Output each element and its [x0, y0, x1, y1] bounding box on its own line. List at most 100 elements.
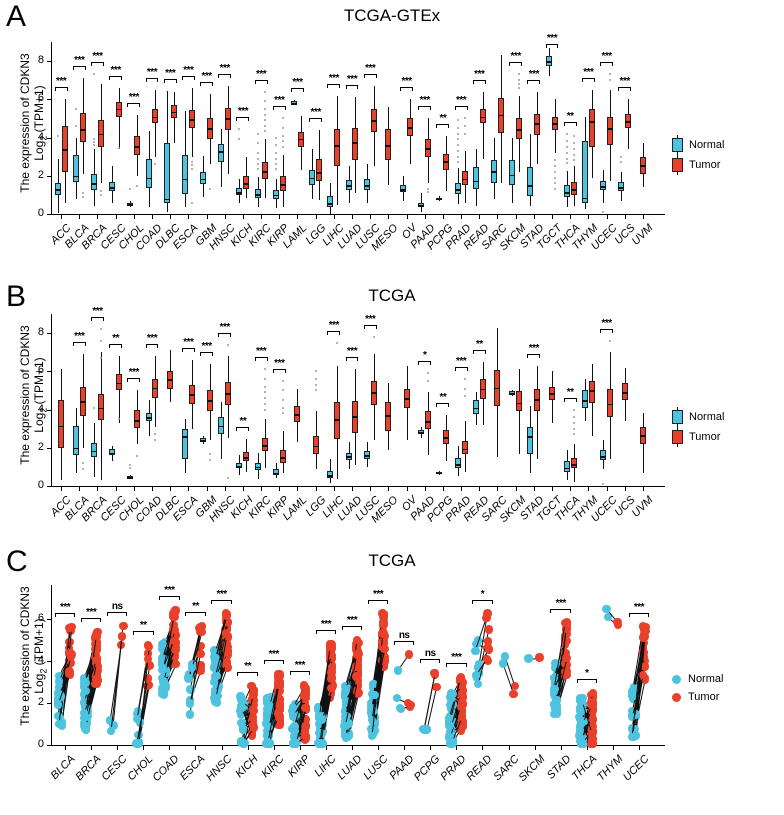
outlier-point — [263, 129, 266, 132]
significance-label: *** — [583, 66, 594, 78]
box-chol-tumor — [134, 135, 141, 155]
tumor-point — [458, 681, 467, 690]
tumor-point — [379, 656, 388, 665]
normal-point — [344, 684, 353, 693]
outlier-point — [281, 389, 284, 392]
panel-c-plot-area: 0 2 4 6 BLCA BRCA CESC CHOL COAD ESCA HNSC KICH KIRC… — [38, 585, 665, 784]
significance-bracket — [327, 83, 341, 88]
panel-b: B TCGA The expression of CDKN3 Log2 (TPM… — [0, 280, 784, 545]
x-axis-tick — [115, 214, 117, 219]
x-axis-tick — [482, 745, 484, 750]
median-line — [79, 400, 86, 403]
box-cesc-tumor — [116, 374, 123, 391]
x-axis-tick — [515, 486, 517, 491]
median-line — [345, 456, 352, 458]
outlier-point — [427, 379, 430, 382]
normal-point — [240, 739, 249, 748]
tumor-point — [562, 653, 571, 663]
significance-bracket — [527, 79, 541, 84]
median-line — [454, 464, 461, 466]
median-line — [291, 103, 297, 105]
outlier-point — [190, 202, 193, 205]
normal-point — [81, 687, 91, 696]
significance-bracket — [218, 73, 232, 78]
tumor-point — [274, 709, 283, 718]
x-axis-tick — [533, 214, 535, 219]
box-kirc-normal — [254, 463, 261, 470]
box-skcm-normal — [509, 159, 516, 186]
tumor-point — [588, 730, 597, 739]
outlier-point — [314, 389, 317, 392]
significance-label: *** — [216, 588, 227, 600]
y-axis-tick — [47, 333, 52, 335]
outlier-point — [190, 161, 193, 164]
y-axis-tick — [47, 618, 52, 620]
outlier-point — [129, 466, 132, 469]
x-axis-tick — [143, 745, 145, 750]
tumor-point — [378, 620, 388, 629]
significance-label: *** — [601, 51, 612, 63]
outlier-point — [256, 132, 259, 135]
significance-label: ns — [424, 647, 436, 659]
tumor-point — [587, 700, 597, 709]
box-pcpg-tumor — [443, 429, 450, 444]
tumor-point — [64, 669, 74, 679]
box-thym-normal — [581, 390, 588, 408]
significance-label: *** — [164, 585, 175, 597]
outlier-point — [99, 193, 102, 196]
whisker — [482, 91, 484, 159]
significance-bracket — [581, 77, 595, 82]
median-line — [261, 444, 268, 447]
significance-bracket — [309, 117, 323, 122]
panel-a-title: TCGA-GTEx — [343, 6, 441, 25]
outlier-point — [263, 385, 266, 388]
significance-bracket — [181, 75, 195, 80]
box-hnsc-normal — [218, 144, 225, 163]
normal-point — [186, 685, 195, 694]
tumor-point — [380, 645, 389, 654]
x-axis-tick — [552, 214, 553, 219]
median-line — [170, 111, 177, 114]
significance-label: *** — [346, 346, 358, 358]
significance-label: ** — [475, 338, 483, 350]
median-line — [363, 185, 370, 187]
outlier-point — [602, 211, 605, 214]
median-line — [491, 171, 497, 173]
x-axis-tick — [624, 214, 626, 219]
outlier-point — [572, 153, 575, 156]
significance-bracket — [550, 608, 571, 613]
normal-point — [552, 695, 561, 705]
normal-point — [549, 684, 559, 694]
x-axis-line — [51, 745, 665, 746]
median-line — [570, 189, 577, 191]
significance-label: ** — [566, 386, 574, 398]
y-axis-tick-label: 2 — [37, 168, 44, 181]
outlier-point — [572, 416, 575, 419]
median-line — [494, 387, 501, 390]
significance-bracket — [345, 357, 359, 362]
outlier-point — [463, 132, 466, 135]
x-axis-tick — [333, 486, 335, 491]
significance-label: ** — [439, 112, 447, 124]
tumor-point — [196, 666, 205, 675]
tumor-point — [196, 649, 205, 658]
tumor-point — [169, 612, 178, 621]
tumor-point — [352, 672, 361, 681]
outlier-point — [456, 132, 459, 135]
significance-bracket — [363, 324, 377, 329]
significance-label: *** — [255, 68, 267, 80]
y-axis-tick — [47, 745, 52, 746]
legend-key-normal — [672, 407, 683, 427]
outlier-point — [93, 141, 95, 144]
normal-point — [500, 652, 510, 661]
x-axis-tick — [261, 486, 263, 491]
normal-point — [81, 721, 91, 730]
normal-point — [369, 680, 379, 689]
tumor-point — [327, 663, 337, 672]
x-axis-tick — [352, 745, 353, 750]
significance-bracket — [527, 353, 541, 358]
normal-point — [289, 712, 298, 721]
outlier-point — [281, 127, 284, 129]
x-axis-tick — [206, 486, 208, 491]
y-axis-tick-label: 2 — [37, 440, 44, 453]
